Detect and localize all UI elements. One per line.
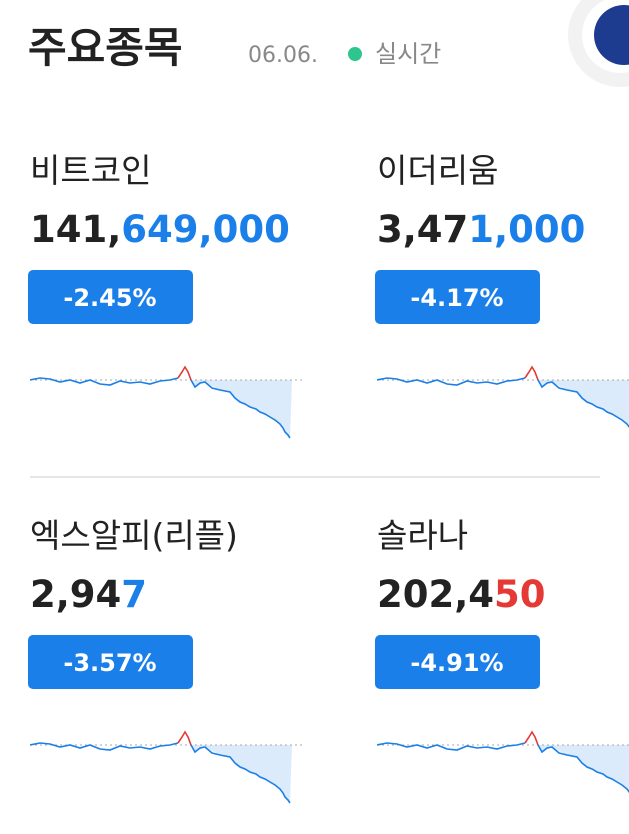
coin-card[interactable]: 이더리움 3,471,000 -4.17% <box>375 151 629 439</box>
coin-card[interactable]: 솔라나 202,450 -4.91% <box>375 516 629 804</box>
sparkline <box>377 366 629 439</box>
price-changed: 50 <box>494 573 546 616</box>
coin-card[interactable]: 엑스알피(리플) 2,947 -3.57% <box>28 516 305 804</box>
price-changed: 7 <box>121 573 147 616</box>
change-text: -4.91% <box>410 649 503 677</box>
coin-price: 3,471,000 <box>377 208 585 251</box>
coin-card[interactable]: 비트코인 141,649,000 -2.45% <box>28 151 305 439</box>
live-status: 실시간 <box>375 40 441 68</box>
change-badge <box>28 635 193 689</box>
price-fixed: 2,94 <box>30 573 121 616</box>
change-text: -2.45% <box>63 284 156 312</box>
change-text: -4.17% <box>410 284 503 312</box>
price-changed: 649,000 <box>121 208 290 251</box>
price-fixed: 3,47 <box>377 208 468 251</box>
coin-name: 비트코인 <box>30 151 151 190</box>
sparkline <box>30 731 305 804</box>
sparkline <box>377 731 629 804</box>
coin-name: 솔라나 <box>377 516 468 555</box>
logo <box>594 5 629 65</box>
price-fixed: 141, <box>30 208 121 251</box>
title: 주요종목 <box>28 23 183 72</box>
coin-price: 202,450 <box>377 573 546 616</box>
price-changed: 1,000 <box>468 208 585 251</box>
change-badge <box>375 270 540 324</box>
coin-name: 엑스알피(리플) <box>30 516 238 555</box>
price-fixed: 202,4 <box>377 573 494 616</box>
change-badge <box>375 635 540 689</box>
change-text: -3.57% <box>63 649 156 677</box>
change-badge <box>28 270 193 324</box>
date: 06.06. <box>248 43 318 68</box>
coin-price: 2,947 <box>30 573 147 616</box>
sparkline <box>30 366 305 439</box>
coin-name: 이더리움 <box>377 151 498 190</box>
live-dot <box>348 47 362 61</box>
coin-price: 141,649,000 <box>30 208 290 251</box>
